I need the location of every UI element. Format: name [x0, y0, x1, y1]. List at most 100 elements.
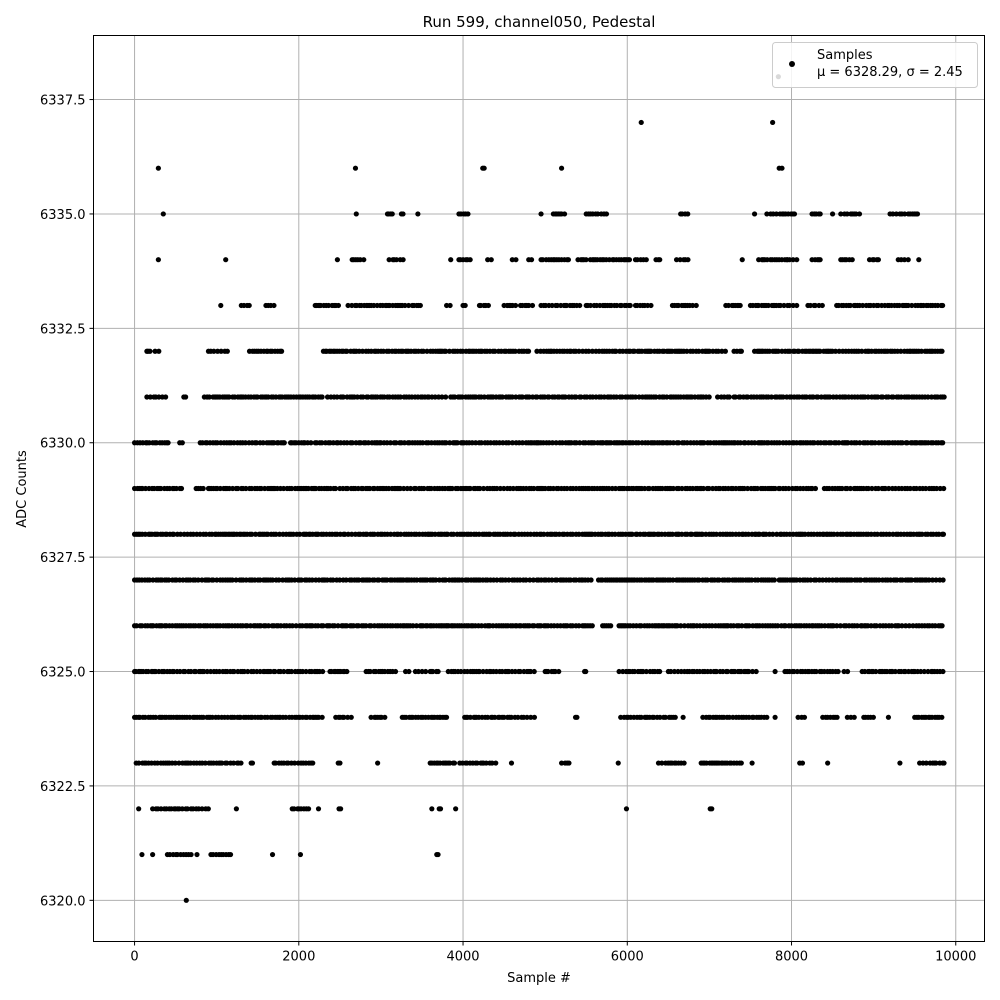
data-point [790, 257, 796, 263]
data-point [709, 806, 715, 812]
data-point [934, 485, 940, 492]
data-point [443, 394, 449, 400]
data-point [410, 623, 416, 629]
data-point [487, 531, 493, 537]
data-point [725, 668, 731, 675]
data-point [874, 531, 880, 537]
data-point [156, 348, 162, 354]
data-point [443, 577, 449, 583]
data-point [527, 577, 533, 583]
data-point [558, 165, 565, 171]
data-point [360, 394, 366, 400]
data-point [832, 348, 839, 354]
data-point [344, 440, 350, 446]
data-point [451, 760, 458, 766]
data-point [445, 531, 451, 537]
data-point [194, 851, 200, 858]
data-point [933, 760, 939, 766]
data-point [857, 440, 863, 446]
data-point [940, 668, 946, 675]
data-point [586, 348, 592, 354]
data-point [870, 714, 876, 720]
data-point [417, 302, 423, 309]
data-point [489, 760, 495, 766]
data-point [513, 257, 519, 263]
data-point [273, 531, 279, 537]
data-point [838, 211, 844, 217]
data-point [808, 577, 814, 583]
data-point [400, 257, 406, 263]
data-point [449, 485, 455, 492]
data-point [849, 257, 855, 263]
data-point [909, 577, 915, 583]
data-point [933, 577, 939, 583]
data-point [765, 302, 771, 309]
data-point [541, 531, 547, 537]
plot-area [93, 35, 985, 942]
data-point [608, 623, 614, 629]
data-point [230, 760, 237, 766]
data-point [459, 394, 465, 400]
data-point [531, 668, 537, 675]
data-point [940, 440, 946, 446]
data-point [334, 394, 340, 400]
data-point [796, 348, 802, 354]
data-point [629, 531, 635, 537]
data-point [512, 302, 519, 309]
data-point [136, 760, 142, 766]
data-point [700, 485, 707, 492]
data-point [260, 440, 266, 446]
data-point [836, 440, 842, 446]
data-point [467, 257, 473, 263]
data-point [253, 440, 260, 446]
data-point [488, 257, 494, 263]
data-point [829, 211, 836, 217]
data-point [276, 577, 282, 583]
data-point [421, 485, 427, 492]
data-point [310, 760, 316, 766]
data-point [402, 302, 408, 309]
data-point [616, 668, 622, 675]
data-point [904, 440, 910, 446]
data-point [160, 211, 166, 217]
data-point [526, 302, 532, 309]
data-point [787, 348, 793, 354]
data-point [519, 440, 526, 446]
data-point [176, 760, 182, 766]
data-point [771, 577, 777, 583]
data-point [764, 211, 770, 217]
data-point [909, 302, 915, 309]
data-point [941, 485, 947, 492]
data-point [392, 668, 399, 675]
data-point [923, 760, 929, 766]
data-point [779, 165, 785, 171]
y-tick-label: 6335.0 [40, 208, 86, 223]
data-point [319, 714, 325, 720]
data-point [836, 348, 842, 354]
data-point [939, 348, 945, 354]
data-point [549, 302, 555, 309]
data-point [574, 714, 580, 720]
data-point [437, 806, 444, 812]
data-point [519, 394, 526, 400]
data-point [726, 714, 732, 720]
y-tick-label: 6337.5 [40, 94, 86, 109]
data-point [775, 623, 781, 629]
data-point [615, 760, 621, 766]
data-point [749, 760, 755, 766]
data-point [473, 440, 479, 446]
data-point [352, 165, 359, 171]
data-point [341, 714, 347, 720]
data-point [398, 531, 404, 537]
data-point [638, 714, 644, 720]
data-point [668, 668, 674, 675]
data-point [233, 577, 239, 583]
data-point [245, 668, 251, 675]
data-point [696, 577, 702, 583]
data-point [939, 623, 945, 629]
data-point [528, 714, 534, 720]
data-point [844, 211, 850, 217]
data-point [224, 760, 230, 766]
data-point [869, 485, 875, 492]
data-point [794, 302, 800, 309]
